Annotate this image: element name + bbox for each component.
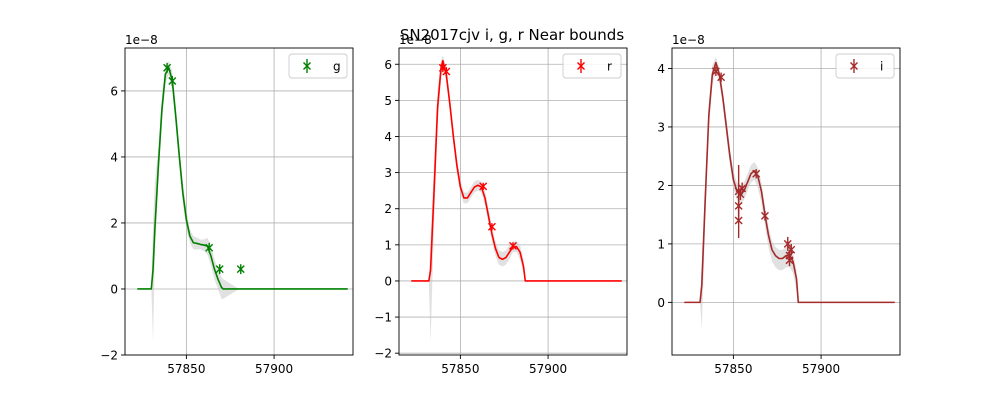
marker-stroke [168, 77, 177, 86]
x-tick-label: 57900 [255, 362, 293, 376]
legend-box [562, 53, 622, 79]
axes-frame-g [124, 47, 354, 356]
model-line-g [137, 67, 348, 290]
marker-stroke [479, 182, 488, 191]
marker-stroke [738, 184, 747, 193]
y-tick-label: −1 [374, 311, 392, 325]
legend-marker [850, 62, 858, 70]
x-tick-label: 57900 [529, 362, 567, 376]
data-point-g [168, 76, 177, 86]
y-exponent-label: 1e−8 [672, 33, 705, 47]
y-tick-label: 4 [384, 130, 392, 144]
panel-g: 57850 57900 −2 0 2 4 6 1e−8 g [100, 33, 354, 376]
model-line-r [411, 59, 622, 282]
legend-label: i [880, 60, 883, 74]
marker-stroke [442, 67, 451, 76]
legend-box [835, 53, 895, 79]
data-point-i [752, 169, 761, 179]
marker-stroke [509, 241, 517, 250]
axes-frame-i [671, 47, 901, 356]
data-point-i [734, 202, 743, 239]
y-tick-label: 0 [657, 296, 665, 310]
plot-area-i [684, 56, 895, 329]
data-point-r [509, 241, 517, 250]
legend-label: g [333, 60, 341, 74]
y-tick-label: 1 [657, 237, 665, 251]
marker-stroke [236, 265, 245, 274]
y-tick-label: 4 [657, 62, 665, 76]
plot-area-r [411, 55, 622, 343]
legend-r: r [562, 53, 622, 79]
marker-stroke [163, 63, 172, 72]
data-point-r [479, 182, 488, 191]
y-tick-label: 3 [384, 166, 392, 180]
y-tick-label: 5 [384, 94, 392, 108]
figure-title: SN2017cjv i, g, r Near bounds [400, 26, 624, 44]
x-tick-label: 57900 [802, 362, 840, 376]
data-point-i [760, 211, 769, 221]
marker-stroke [717, 73, 726, 82]
panels: 57850 57900 −2 0 2 4 6 1e−8 g 57850 57900 −2 −1 0 1 2 3 4… [100, 33, 901, 376]
data-point-g [163, 62, 172, 73]
marker-stroke [785, 256, 794, 265]
data-point-i [783, 236, 792, 251]
y-exponent-label: 1e−8 [125, 33, 158, 47]
y-tick-label: 0 [384, 274, 392, 288]
axes-frame-r [398, 47, 628, 356]
marker-stroke [711, 67, 720, 76]
data-point-i [717, 72, 726, 82]
plot-area-g [137, 61, 348, 342]
y-tick-label: −2 [374, 347, 392, 361]
y-tick-label: 2 [110, 216, 118, 230]
y-tick-label: 2 [384, 202, 392, 216]
data-point-g [215, 264, 224, 275]
marker-stroke [438, 63, 447, 72]
y-tick-label: 6 [384, 58, 392, 72]
data-point-g [236, 264, 245, 275]
data-point-i [785, 254, 794, 267]
marker-stroke [783, 239, 792, 248]
x-tick-label: 57850 [441, 362, 479, 376]
panel-i: 57850 57900 0 1 2 3 4 1e−8 i [657, 33, 901, 376]
data-point-r [487, 222, 496, 231]
marker-stroke [205, 243, 214, 252]
legend-box [288, 53, 348, 79]
data-point-i [738, 182, 747, 195]
y-tick-label: 1 [384, 238, 392, 252]
marker-stroke [487, 222, 496, 231]
marker-stroke [734, 216, 743, 225]
data-point-r [442, 67, 451, 76]
y-exponent-label: 1e−8 [399, 33, 432, 47]
panel-r: 57850 57900 −2 −1 0 1 2 3 4 5 6 1e−8 r [374, 33, 628, 376]
y-tick-label: 0 [110, 282, 118, 296]
legend-g: g [288, 53, 348, 79]
data-point-g [205, 242, 214, 253]
y-tick-label: 4 [110, 150, 118, 164]
data-point-i [787, 243, 796, 256]
legend-i: i [835, 53, 895, 79]
marker-stroke [760, 211, 769, 220]
y-tick-label: −2 [100, 349, 118, 363]
y-tick-label: 3 [657, 120, 665, 134]
marker-stroke [752, 169, 761, 178]
y-tick-label: 6 [110, 84, 118, 98]
marker-stroke [215, 265, 224, 274]
x-tick-label: 57850 [167, 362, 205, 376]
y-tick-label: 2 [657, 179, 665, 193]
marker-stroke [787, 245, 796, 254]
x-tick-label: 57850 [714, 362, 752, 376]
legend-marker [577, 62, 585, 70]
legend-label: r [607, 60, 612, 74]
legend-marker [303, 62, 311, 70]
